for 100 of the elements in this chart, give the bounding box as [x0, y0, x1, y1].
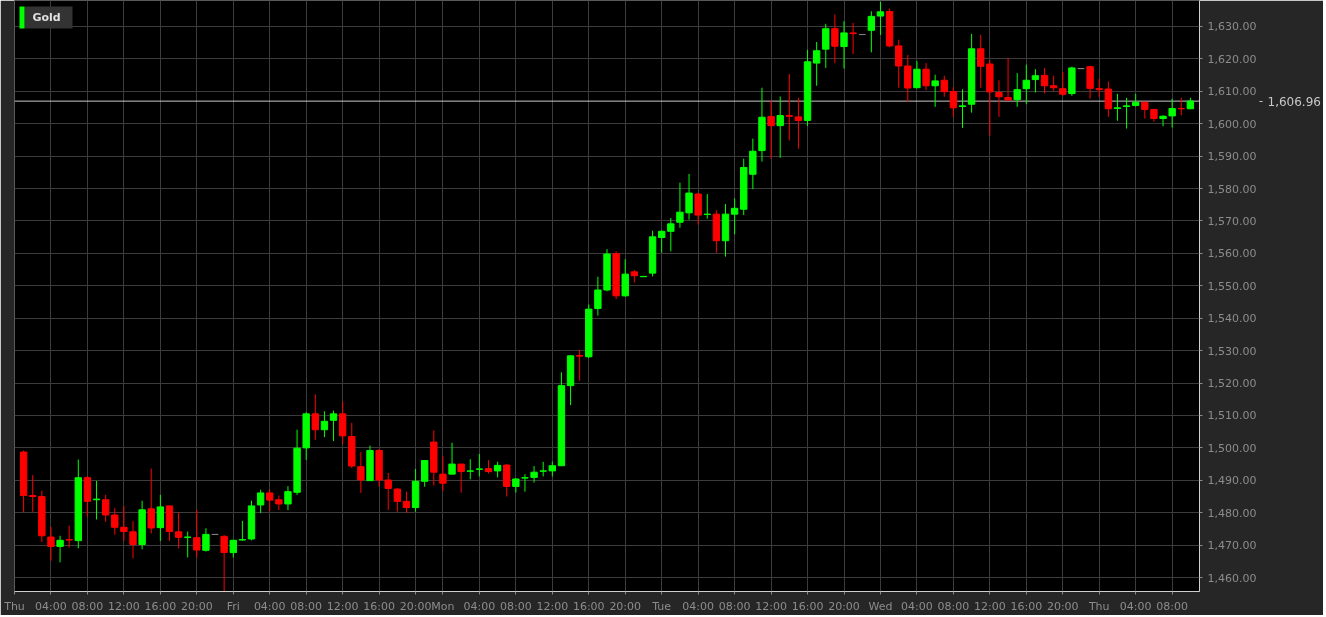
x-tick-label: 08:00: [290, 599, 323, 613]
candlestick: [995, 79, 1003, 118]
candlestick: [457, 463, 465, 494]
candlestick: [56, 535, 64, 563]
x-tick-label: 08:00: [937, 599, 970, 613]
candlestick: [65, 525, 73, 548]
x-tick-label: 20:00: [399, 599, 432, 613]
candlestick: [421, 460, 429, 488]
candlestick: [475, 453, 484, 477]
candlestick: [876, 1, 885, 36]
candlestick: [867, 10, 876, 53]
candlestick: [1168, 98, 1176, 129]
x-tick-label: 08:00: [1156, 599, 1189, 613]
candlestick: [575, 349, 584, 382]
candlestick: [1095, 78, 1103, 98]
candlestick: [849, 22, 857, 55]
candlestick: [111, 507, 119, 536]
y-tick-label: 1,530.00: [1207, 344, 1257, 358]
candlestick: [101, 494, 110, 523]
x-tick-label: Wed: [868, 599, 893, 613]
x-tick-label: 16:00: [363, 599, 395, 613]
candlestick: [913, 60, 921, 89]
x-tick-label: 12:00: [108, 599, 140, 613]
x-tick-label: 16:00: [791, 599, 824, 613]
y-tick-label: 1,590.00: [1207, 150, 1257, 164]
x-tick-label: 04:00: [463, 599, 496, 613]
candlestick: [940, 75, 948, 98]
y-tick-label: 1,520.00: [1207, 377, 1257, 391]
candlestick: [1122, 97, 1131, 130]
x-tick-label: Thu: [1087, 599, 1110, 613]
candlestick: [958, 88, 967, 129]
candlestick: [840, 20, 848, 70]
y-tick-label: 1,460.00: [1207, 571, 1257, 585]
x-tick-label: Tue: [651, 599, 672, 613]
candlestick: [338, 401, 347, 445]
candlestick: [1004, 57, 1012, 102]
candlestick: [320, 410, 329, 438]
candlestick: [92, 480, 101, 521]
x-tick-label: 12:00: [755, 599, 787, 613]
x-tick-label: Fri: [226, 599, 240, 613]
x-tick-label: 16:00: [572, 599, 605, 613]
candlestick: [1031, 68, 1040, 94]
candlestick: [621, 258, 629, 297]
x-tick-label: 04:00: [253, 599, 286, 613]
y-tick-label: 1,580.00: [1207, 182, 1257, 196]
candlestick: [1159, 114, 1167, 127]
candlestick: [439, 455, 447, 492]
x-tick-label: 12:00: [326, 599, 359, 613]
candlestick: [922, 62, 930, 91]
y-tick-label: 1,610.00: [1207, 85, 1257, 99]
x-tick-label: 04:00: [901, 599, 933, 613]
candlestick: [83, 475, 92, 518]
candlestick: [594, 276, 602, 317]
y-tick-label: 1,600.00: [1207, 117, 1257, 131]
y-tick-label: 1,570.00: [1207, 214, 1257, 228]
candlestick: [193, 509, 201, 558]
y-tick-label: 1,540.00: [1207, 312, 1257, 326]
x-tick-label: 20:00: [609, 599, 642, 613]
candlestick: [1040, 67, 1049, 95]
candlestick: [503, 463, 511, 498]
x-tick-label: Mon: [431, 599, 455, 613]
candlestick: [329, 410, 338, 442]
candlestick: [730, 198, 739, 235]
candlestick: [1059, 71, 1067, 97]
candlestick: [1113, 93, 1122, 122]
candlestick: [794, 97, 803, 150]
candlestick: [384, 472, 392, 511]
candlestick: [47, 526, 55, 562]
x-tick-label: 20:00: [1046, 599, 1079, 613]
candlestick: [174, 511, 183, 549]
y-tick-label: 1,470.00: [1207, 539, 1257, 553]
candlestick: [156, 494, 165, 542]
candlestick: [1013, 72, 1021, 108]
candlestick: [703, 193, 711, 220]
candlestick: [184, 531, 192, 558]
candlestick: [466, 458, 474, 480]
candlestick: [931, 74, 939, 108]
candlestick: [448, 442, 456, 475]
candlestick: [822, 23, 830, 69]
candlestick: [1086, 65, 1094, 100]
candlestick: [694, 192, 702, 226]
candlestick: [238, 520, 247, 542]
x-tick-label: Thu: [3, 599, 25, 613]
x-tick-label: 20:00: [180, 599, 213, 613]
candlestick: [202, 527, 210, 553]
y-tick-label: 1,510.00: [1207, 409, 1257, 423]
y-tick-label: 1,620.00: [1207, 52, 1257, 66]
y-tick-label: 1,500.00: [1207, 441, 1257, 455]
x-tick-label: 08:00: [500, 599, 532, 613]
x-tick-label: 12:00: [536, 599, 569, 613]
y-tick-label: 1,490.00: [1207, 474, 1257, 488]
candlestick: [357, 451, 365, 494]
legend-label: Gold: [32, 11, 61, 24]
x-tick-label: 12:00: [974, 599, 1006, 613]
x-tick-label: 16:00: [144, 599, 177, 613]
x-tick-label: 04:00: [682, 599, 715, 613]
candlestick: [1104, 81, 1113, 118]
candlestick: [767, 99, 775, 160]
ref-line-label: 1,606.96: [1267, 94, 1321, 109]
x-tick-label: 04:00: [35, 599, 67, 613]
